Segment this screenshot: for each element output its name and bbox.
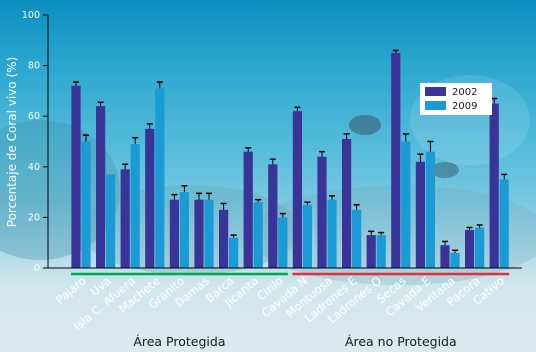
bar-2002	[465, 230, 475, 268]
bar-2009	[425, 151, 435, 268]
y-tick-label: 0	[34, 263, 40, 274]
bar-2002	[145, 128, 155, 268]
bar-2009	[376, 235, 386, 268]
bar-2009	[229, 237, 239, 268]
bar-2009	[204, 199, 214, 268]
y-tick-label: 80	[28, 61, 40, 72]
bar-2009	[155, 88, 165, 269]
bar-2002	[268, 164, 278, 268]
legend-swatch-2009	[425, 101, 446, 110]
bar-2009	[179, 192, 189, 268]
bar-2009	[130, 144, 140, 268]
bar-2009	[106, 174, 116, 268]
bar-2002	[169, 199, 179, 268]
group-label: Área Protegida	[133, 334, 225, 349]
bar-2002	[96, 106, 106, 268]
bar-2002	[120, 169, 130, 268]
bar-2009	[253, 202, 263, 268]
bar-2009	[450, 252, 460, 268]
bar-2009	[499, 179, 509, 268]
bar-2002	[317, 156, 327, 268]
y-tick-label: 40	[28, 162, 40, 173]
legend-swatch-2002	[425, 87, 446, 96]
bar-2002	[366, 235, 376, 268]
bar-2009	[302, 204, 312, 268]
group-label: Área no Protegida	[345, 334, 457, 349]
bar-2009	[352, 209, 362, 268]
y-tick-label: 60	[28, 111, 40, 122]
bar-2002	[219, 209, 229, 268]
y-tick-label: 20	[28, 212, 40, 223]
legend-label-2009: 2009	[452, 101, 477, 112]
bar-2002	[489, 103, 499, 268]
legend-label-2002: 2002	[452, 87, 477, 98]
bar-2002	[194, 199, 204, 268]
bar-2002	[292, 111, 302, 268]
bar-2009	[278, 217, 288, 268]
bar-2002	[391, 52, 401, 269]
bar-2002	[243, 151, 253, 268]
bar-2009	[81, 141, 91, 268]
bar-2002	[415, 161, 425, 268]
bar-2002	[342, 138, 352, 268]
bar-2002	[440, 245, 450, 268]
bar-2009	[401, 141, 411, 268]
bar-2002	[71, 85, 81, 268]
bar-2009	[327, 199, 337, 268]
bar-2009	[475, 227, 485, 268]
y-axis-label: Porcentaje de Coral vivo (%)	[5, 57, 19, 227]
y-tick-label: 100	[22, 10, 40, 21]
